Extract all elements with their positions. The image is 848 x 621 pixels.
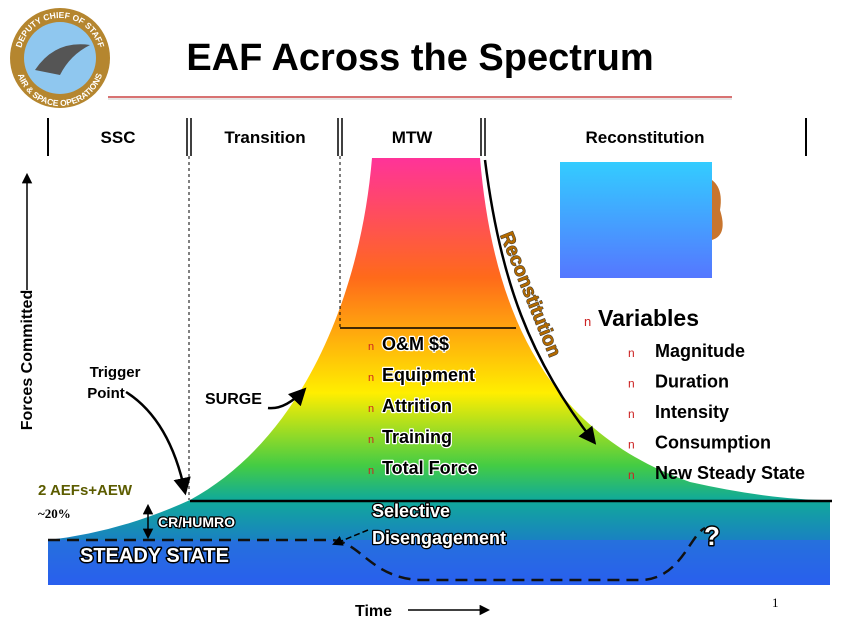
surge-arrow — [267, 387, 307, 410]
steady-state-label: STEADY STATE — [80, 545, 229, 567]
phase-header — [47, 118, 807, 156]
cr-humro-label: CR/HUMRO — [158, 514, 235, 530]
bullet: n — [628, 438, 635, 452]
variable-item: Consumption — [655, 433, 771, 453]
variable-item: Duration — [655, 372, 729, 392]
variable-item: Magnitude — [655, 341, 745, 361]
reconstitution-arrow — [483, 159, 597, 445]
bullet: n — [628, 377, 635, 391]
surge-label: SURGE — [205, 391, 262, 408]
baseline-percent: ~20% — [38, 506, 71, 521]
bullet: n — [368, 434, 374, 446]
cost-item: Equipment — [382, 365, 475, 385]
spectrum-area — [48, 158, 830, 585]
bullet: n — [628, 407, 635, 421]
logo-eagle — [35, 44, 90, 75]
bullet: n — [368, 372, 374, 384]
logo: DEPUTY CHIEF OF STAFF AIR & SPACE OPERAT… — [10, 8, 110, 108]
bullet: n — [368, 341, 374, 353]
bullet: n — [628, 346, 635, 360]
phase-label: MTW — [392, 128, 434, 147]
phase-label: SSC — [101, 128, 136, 147]
phase-label: Transition — [224, 128, 305, 147]
disengagement-label: Disengagement — [372, 528, 506, 548]
phase-label: Reconstitution — [586, 128, 705, 147]
baseline-label: 2 AEFs+AEW — [38, 482, 133, 499]
bullet: n — [368, 465, 374, 477]
bullet: n — [628, 468, 635, 482]
cost-item: O&M $$ — [382, 334, 449, 354]
cost-item: Total Force — [382, 458, 478, 478]
variable-item: New Steady State — [655, 463, 805, 483]
picture-box — [560, 162, 712, 278]
trigger-label: Point — [87, 385, 125, 402]
x-axis-label: Time — [355, 603, 392, 620]
steady-state-path — [48, 526, 706, 582]
cost-item: Training — [382, 427, 452, 447]
trigger-label: Trigger — [90, 364, 141, 381]
variable-item: Intensity — [655, 402, 729, 422]
trigger-arrow — [125, 390, 191, 496]
picture-edge — [700, 175, 723, 240]
cost-item: Attrition — [382, 396, 452, 416]
disengagement-label: Selective — [372, 501, 450, 521]
question-mark: ? — [704, 521, 720, 551]
variables-heading: Variables — [598, 305, 699, 331]
bullet: n — [584, 314, 591, 329]
bullet: n — [368, 403, 374, 415]
y-axis-label: Forces Committed — [19, 290, 36, 430]
steady-state-band — [48, 540, 830, 585]
page-number: 1 — [772, 595, 779, 610]
disengagement-arrow — [332, 529, 369, 546]
title: EAF Across the Spectrum — [186, 37, 653, 79]
